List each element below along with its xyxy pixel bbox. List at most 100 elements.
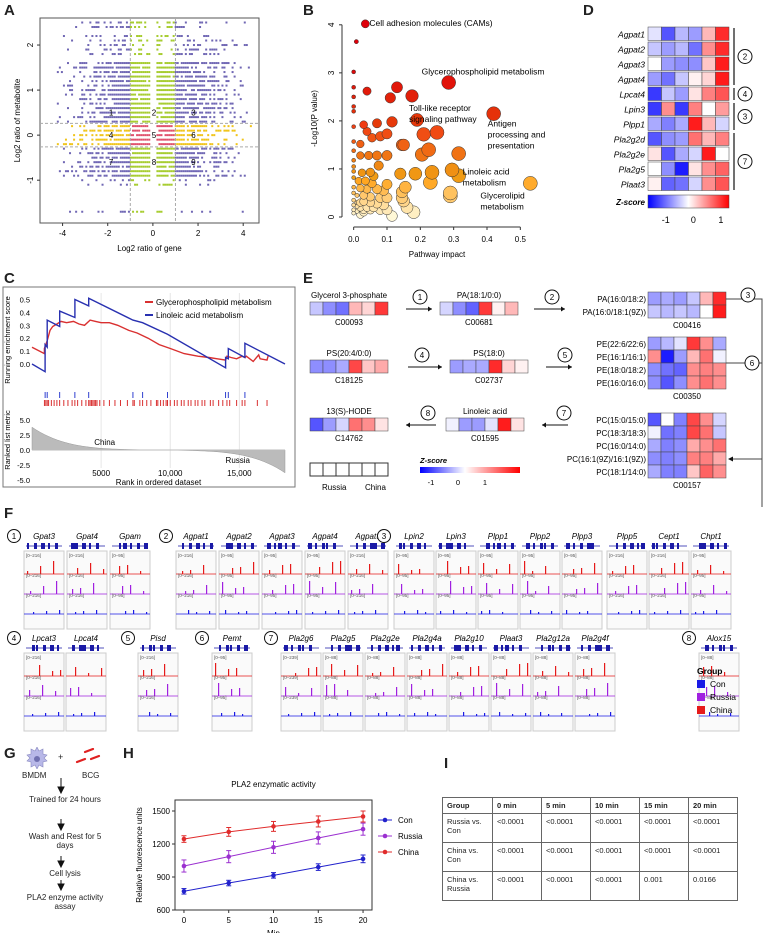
scatter-point [136, 35, 139, 38]
bubble [351, 109, 356, 114]
scatter-point [119, 98, 122, 101]
coverage-peak [369, 564, 371, 574]
scatter-point [97, 161, 100, 164]
scatter-point [158, 98, 161, 101]
x-tick-label: 15 [314, 916, 323, 925]
scatter-point [132, 120, 135, 123]
track-range: [0–95] [396, 593, 409, 598]
scatter-point [148, 120, 151, 123]
bubble [391, 81, 403, 94]
legend-marker [382, 833, 388, 839]
scatter-point [235, 134, 238, 137]
scatter-point [121, 39, 124, 42]
coverage-peak [46, 611, 48, 614]
coverage-peak [730, 713, 732, 716]
scatter-point [174, 80, 177, 83]
gene-exon [226, 645, 229, 651]
coverage-peak [489, 610, 491, 614]
scatter-point [144, 152, 147, 155]
scatter-point [201, 143, 204, 146]
step-number: 4 [12, 634, 17, 643]
coverage-peak [509, 564, 511, 574]
scatter-point [170, 93, 173, 96]
heatmap-cell [699, 464, 714, 479]
scatter-point [148, 152, 151, 155]
bubble-annotation: metabolism [480, 201, 523, 211]
heatmap-cell [647, 71, 662, 86]
bubble [372, 150, 382, 161]
scatter-point [199, 174, 202, 177]
track-range: [0–88] [451, 655, 464, 660]
colorbar-tick: -1 [662, 215, 670, 225]
scatter-point [95, 165, 98, 168]
gene-exon [573, 543, 575, 549]
coverage-peak [682, 562, 684, 574]
heatmap-cell [688, 86, 703, 101]
heatmap-cell [488, 359, 503, 374]
scatter-point [160, 210, 163, 213]
scatter-point [115, 84, 118, 87]
scatter-point [172, 138, 175, 141]
scatter-point [217, 174, 220, 177]
scatter-point [138, 107, 141, 110]
scatter-point [245, 44, 248, 47]
scatter-point [105, 165, 108, 168]
coverage-peak [335, 582, 337, 594]
scatter-point [207, 107, 210, 110]
scatter-point [146, 75, 149, 78]
legend-label: Con [398, 816, 413, 825]
scatter-point [142, 107, 145, 110]
scatter-point [79, 116, 82, 119]
scatter-point [66, 84, 69, 87]
scatter-point [142, 174, 145, 177]
scatter-point [188, 53, 191, 56]
gene-exon [130, 543, 132, 549]
scatter-point [95, 93, 98, 96]
scatter-point [83, 75, 86, 78]
gene-name: Gpat4 [76, 532, 98, 541]
scatter-point [125, 48, 128, 51]
scatter-point [178, 84, 181, 87]
scatter-point [158, 53, 161, 56]
scatter-point [180, 35, 183, 38]
gene-exon [226, 543, 230, 549]
scatter-point [170, 84, 173, 87]
scatter-point [170, 183, 173, 186]
coverage-peak [347, 690, 349, 696]
step-circle [195, 631, 209, 645]
scatter-point [184, 89, 187, 92]
gene-exon [43, 645, 46, 651]
coverage-peak [527, 581, 529, 594]
scatter-point [105, 129, 108, 132]
gene-exon [450, 543, 453, 549]
scatter-point [164, 156, 167, 159]
scatter-point [180, 26, 183, 29]
heatmap-cell [660, 464, 675, 479]
scatter-point [144, 21, 147, 24]
scatter-point [186, 161, 189, 164]
coverage-peak [703, 611, 705, 614]
scatter-point [127, 102, 130, 105]
scatter-point [158, 120, 161, 123]
scatter-point [162, 98, 165, 101]
scatter-point [79, 66, 82, 69]
scatter-point [178, 156, 181, 159]
heatmap-cell [699, 304, 714, 319]
scatter-point [164, 152, 167, 155]
coverage-peak [399, 714, 401, 716]
scatter-point [197, 138, 200, 141]
scatter-point [148, 116, 151, 119]
bubble [386, 116, 398, 128]
scatter-point [158, 111, 161, 114]
bubble-annotation: Linoleic acid [463, 167, 510, 177]
scatter-point [180, 71, 183, 74]
scatter-point [113, 179, 116, 182]
scatter-point [192, 120, 195, 123]
scatter-point [115, 152, 118, 155]
scatter-point [136, 66, 139, 69]
gene-exon [71, 543, 75, 549]
coverage-peak [512, 584, 514, 594]
scatter-point [144, 116, 147, 119]
gene-exon [291, 645, 293, 651]
scatter-point [62, 35, 65, 38]
